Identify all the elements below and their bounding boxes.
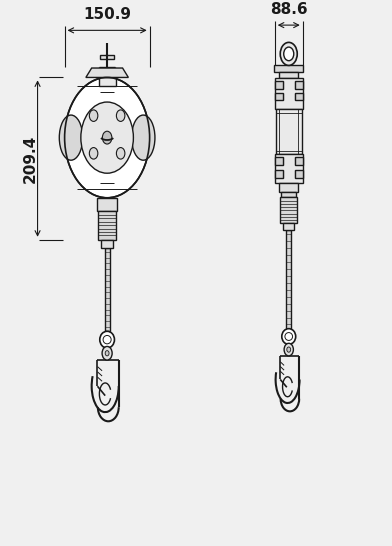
Bar: [295, 170, 303, 177]
Bar: [279, 72, 298, 78]
Bar: [105, 247, 110, 331]
Circle shape: [102, 131, 112, 144]
Bar: [295, 81, 303, 88]
Ellipse shape: [103, 335, 111, 344]
Circle shape: [280, 43, 297, 66]
Bar: [287, 230, 291, 329]
Ellipse shape: [59, 115, 83, 160]
Bar: [295, 93, 303, 100]
Bar: [100, 55, 114, 59]
Circle shape: [116, 110, 125, 121]
Bar: [275, 170, 283, 177]
Ellipse shape: [285, 333, 292, 340]
Bar: [98, 211, 116, 240]
Circle shape: [81, 102, 133, 173]
Bar: [274, 66, 303, 72]
Bar: [101, 240, 113, 247]
Bar: [281, 192, 296, 197]
Ellipse shape: [65, 78, 150, 198]
Text: 150.9: 150.9: [83, 8, 131, 22]
Circle shape: [102, 347, 112, 360]
Polygon shape: [86, 68, 128, 78]
Circle shape: [284, 343, 293, 356]
Bar: [275, 93, 283, 100]
Ellipse shape: [100, 331, 114, 348]
Circle shape: [89, 110, 98, 121]
Bar: [275, 81, 283, 88]
Ellipse shape: [282, 329, 296, 345]
Circle shape: [105, 351, 109, 356]
Bar: [280, 197, 298, 223]
Text: 88.6: 88.6: [270, 2, 308, 17]
Bar: [276, 109, 302, 154]
Bar: [275, 157, 283, 165]
Bar: [295, 157, 303, 165]
Circle shape: [116, 147, 125, 159]
Bar: [98, 198, 117, 211]
Circle shape: [284, 47, 294, 61]
Bar: [275, 78, 303, 109]
Circle shape: [89, 147, 98, 159]
Circle shape: [287, 347, 291, 352]
Ellipse shape: [132, 115, 155, 160]
Text: 209.4: 209.4: [23, 134, 38, 183]
Bar: [99, 78, 116, 86]
Bar: [275, 154, 303, 183]
Bar: [279, 183, 298, 192]
Bar: [283, 223, 294, 230]
